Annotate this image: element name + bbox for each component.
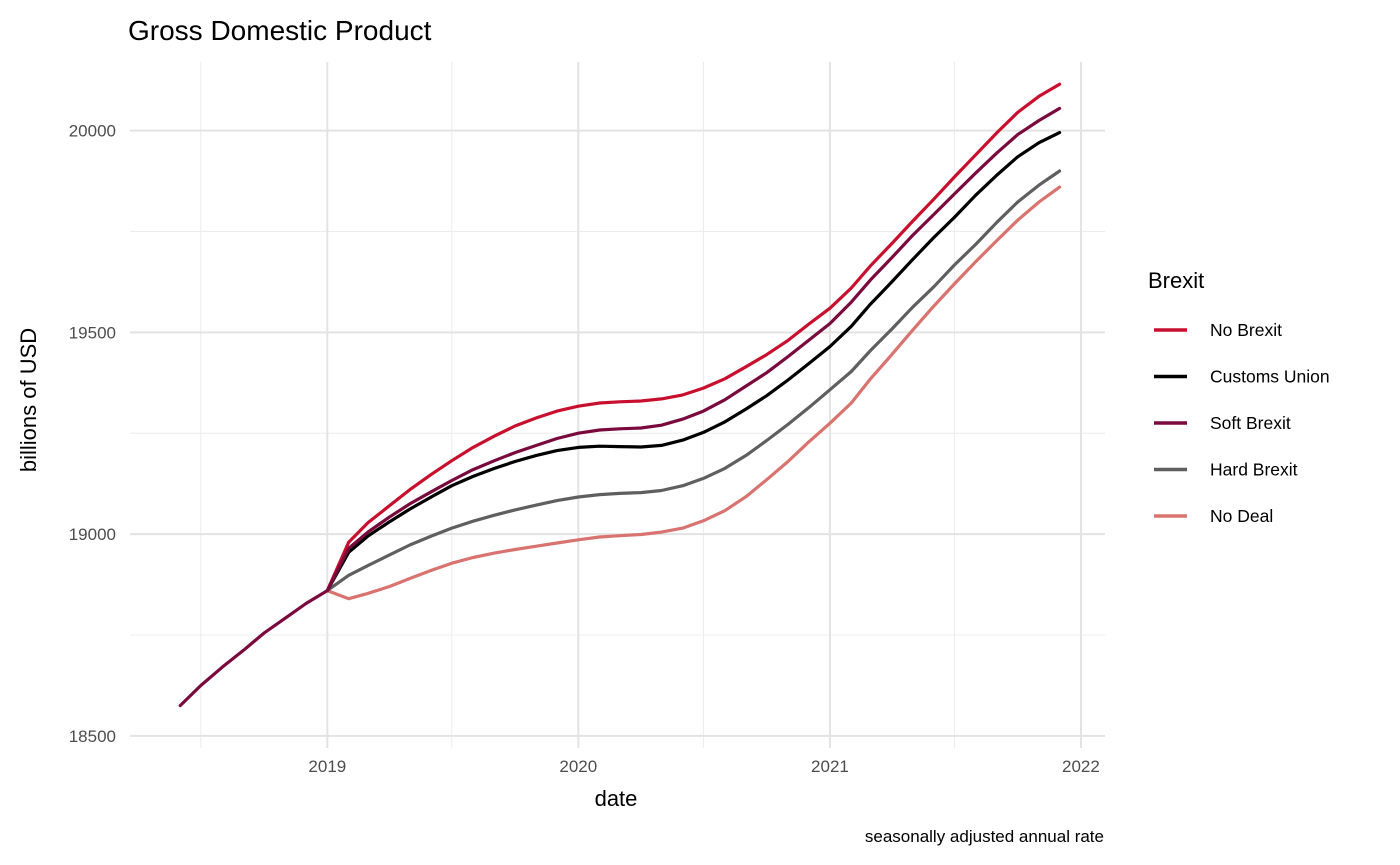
chart-title: Gross Domestic Product (128, 15, 432, 46)
x-tick-labels: 2019 2020 2021 2022 (308, 757, 1099, 776)
x-axis-title: date (595, 786, 638, 811)
legend-label: Hard Brexit (1210, 460, 1298, 480)
grid (130, 62, 1105, 748)
y-tick-label: 19000 (69, 525, 116, 544)
caption: seasonally adjusted annual rate (865, 827, 1104, 846)
legend-label: No Brexit (1210, 320, 1282, 340)
y-tick-label: 20000 (69, 122, 116, 141)
series-line-no-deal (325, 185, 1062, 601)
legend-title: Brexit (1148, 268, 1204, 293)
x-tick-label: 2020 (559, 757, 597, 776)
legend: Brexit No Brexit Customs Union Soft Brexit… (1148, 268, 1330, 526)
legend-label: Customs Union (1210, 367, 1330, 387)
y-axis-title: billions of USD (16, 328, 41, 472)
series-line-customs-union (325, 131, 1062, 593)
series-lines (178, 82, 1062, 708)
series-line-no-brexit (325, 82, 1062, 593)
x-tick-label: 2022 (1062, 757, 1100, 776)
series-line-soft-brexit (325, 106, 1062, 593)
history-line (178, 588, 329, 708)
x-tick-label: 2021 (811, 757, 849, 776)
y-tick-labels: 18500 19000 19500 20000 (69, 122, 116, 746)
legend-label: No Deal (1210, 506, 1273, 526)
y-tick-label: 18500 (69, 727, 116, 746)
y-tick-label: 19500 (69, 323, 116, 342)
series-line-hard-brexit (325, 169, 1062, 593)
x-tick-label: 2019 (308, 757, 346, 776)
legend-label: Soft Brexit (1210, 413, 1291, 433)
